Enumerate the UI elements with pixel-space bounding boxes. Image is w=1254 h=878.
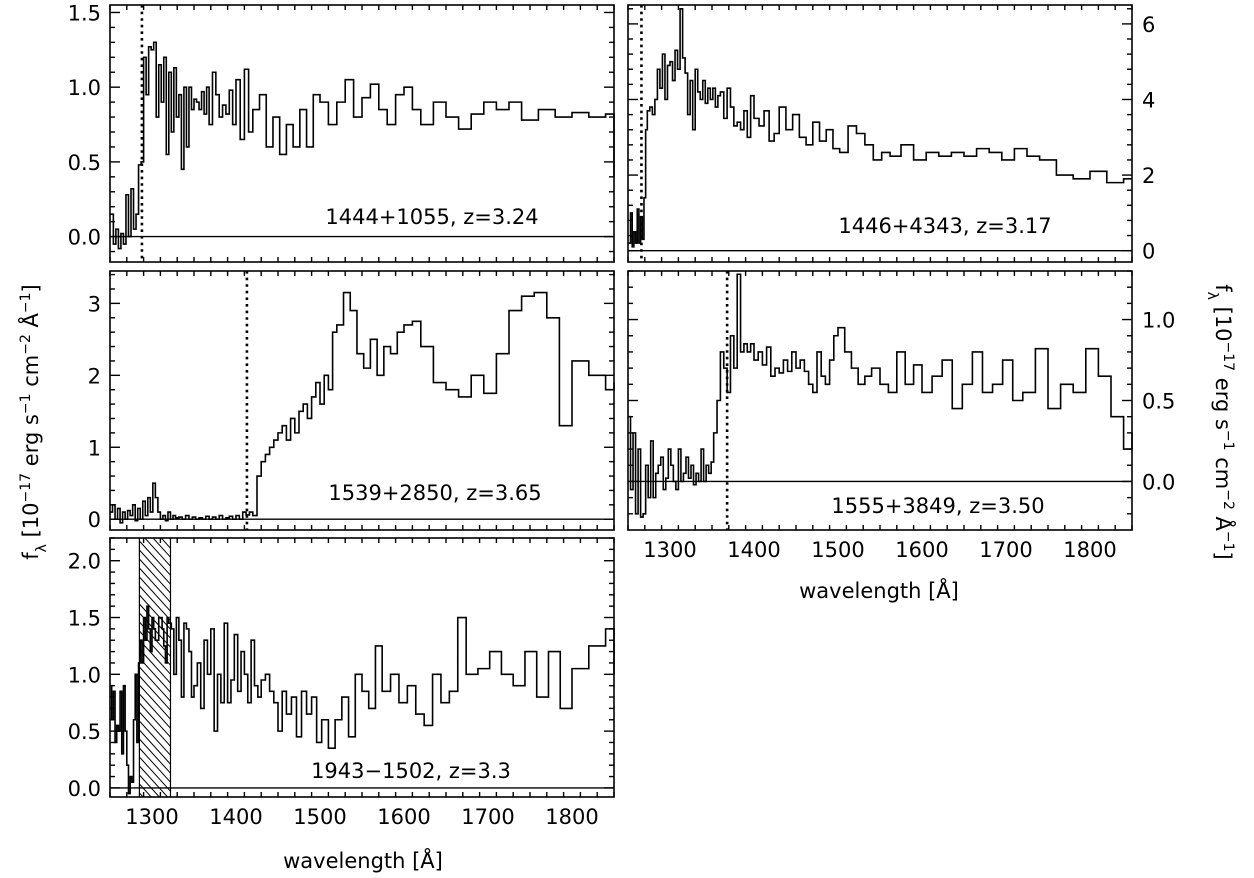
panel-1539+2850: 0 1 2 3 1539+2850, z=3.65	[88, 270, 615, 532]
panel-1555+3849: 1300 1400 1500 1600 1700 1800 0.0 0.5 1.0 1555+38…	[627, 270, 1175, 562]
panel-frame	[627, 270, 1133, 531]
panel-1446+4343: 0 2 4 6 1446+4343, z=3.17	[627, 4, 1155, 264]
ytick-label: 0.0	[68, 226, 101, 250]
spectrum-1539+2850	[110, 291, 615, 524]
xlabel-right-column: wavelength [Å]	[799, 577, 959, 603]
ytick-label: 0	[88, 508, 101, 532]
spectrum-1444+1055	[110, 41, 615, 250]
ytick-label: 3	[88, 292, 101, 316]
ytick-label: 1.0	[68, 76, 101, 100]
xtick-label: 1500	[811, 538, 864, 562]
spectrum-1555+3849	[628, 273, 1133, 518]
ytick-label: 1.5	[68, 607, 101, 631]
panel-label: 1444+1055, z=3.24	[325, 205, 538, 229]
xtick-label: 1700	[461, 805, 514, 829]
ytick-label: 2.0	[68, 550, 101, 574]
ytick-label: 0.5	[68, 720, 101, 744]
ytick-label: 1.0	[1142, 309, 1175, 333]
spectrum-1446+4343	[628, 7, 1132, 248]
ytick-label: 1.0	[68, 663, 101, 687]
left-ylabel: fλ [10−17 erg s−1 cm−2 Å−1]	[17, 284, 50, 560]
xtick-label: 1600	[895, 538, 948, 562]
ytick-label: 4	[1142, 88, 1155, 112]
ytick-label: 0.5	[1142, 390, 1175, 414]
xtick-label: 1600	[377, 805, 430, 829]
panel-1444+1055: 0.0 0.5 1.0 1.5 1444+1055, z=3.24	[68, 1, 615, 263]
xlabel-left-column: wavelength [Å]	[283, 847, 443, 873]
xtick-label: 1700	[979, 538, 1032, 562]
ytick-label: 1	[88, 436, 101, 460]
xtick-label: 1300	[643, 538, 696, 562]
panel-label: 1446+4343, z=3.17	[838, 214, 1051, 238]
xtick-label: 1300	[125, 805, 178, 829]
panel-label: 1943−1502, z=3.3	[311, 759, 511, 783]
ytick-label: 0	[1142, 240, 1155, 264]
ytick-label: 0.0	[1142, 470, 1175, 494]
xtick-label: 1400	[209, 805, 262, 829]
panel-1943-1502: 1300 1400 1500 1600 1700 1800 0.0 0.5 1.0 1.5 2.0 1…	[68, 537, 615, 829]
ytick-label: 1.5	[68, 1, 101, 25]
right-ylabel: fλ [10−17 erg s−1 cm−2 Å−1]	[1204, 284, 1237, 560]
xtick-label: 1400	[727, 538, 780, 562]
ytick-label: 2	[88, 364, 101, 388]
ytick-label: 2	[1142, 164, 1155, 188]
ytick-label: 0.0	[68, 777, 101, 801]
panel-label: 1539+2850, z=3.65	[328, 481, 541, 505]
xtick-label: 1800	[1063, 538, 1116, 562]
ytick-label: 6	[1142, 13, 1155, 37]
ytick-label: 0.5	[68, 151, 101, 175]
xtick-label: 1800	[545, 805, 598, 829]
spectrum-1943-1502	[110, 605, 615, 795]
xtick-label: 1500	[293, 805, 346, 829]
panel-label: 1555+3849, z=3.50	[831, 494, 1044, 518]
